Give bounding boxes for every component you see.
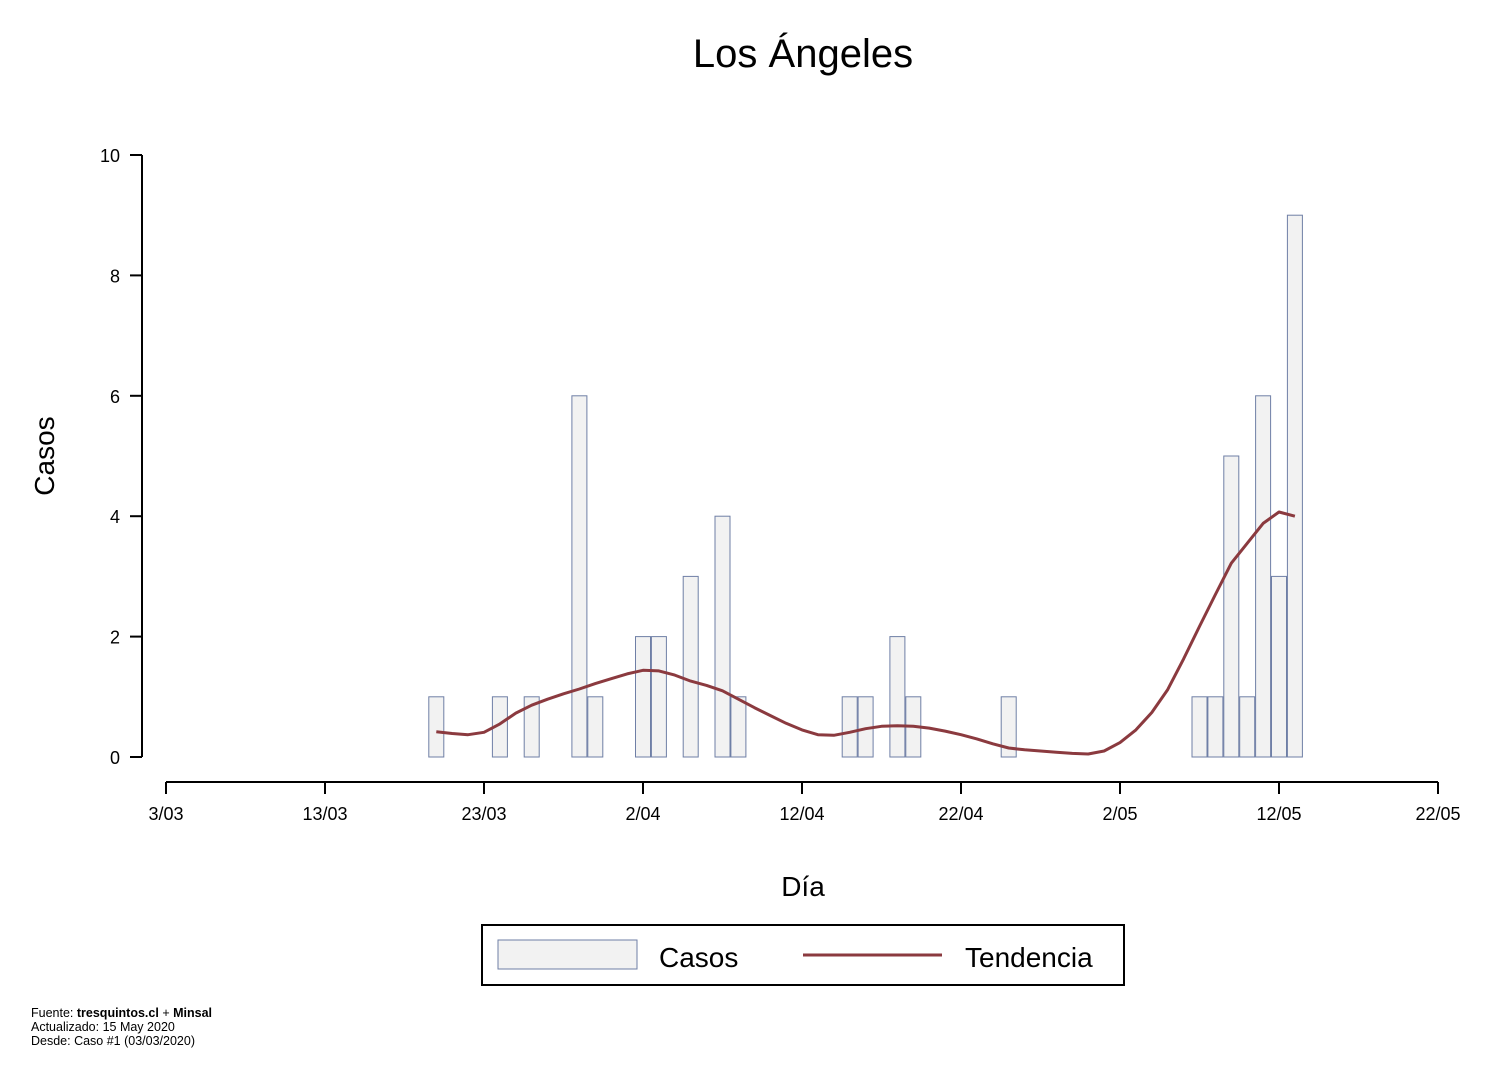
footer-source-join: + (158, 1006, 174, 1020)
bar (428, 696, 445, 758)
bar (889, 636, 906, 758)
footer-source: Fuente: tresquintos.cl + Minsal (31, 1006, 212, 1020)
tendencia-line-group (436, 510, 1296, 756)
bar (635, 636, 651, 758)
bar (682, 575, 699, 758)
x-tick-label: 22/05 (1415, 804, 1460, 824)
y-tick-label: 2 (110, 628, 120, 648)
bar (841, 696, 858, 758)
y-axis: 0 2 4 6 8 10 (100, 146, 143, 768)
bar (1207, 696, 1224, 758)
x-tick-label: 13/03 (302, 804, 347, 824)
x-tick-label: 22/04 (938, 804, 983, 824)
footer-source-org: Minsal (173, 1006, 212, 1020)
tendencia-line (436, 510, 1296, 756)
y-tick-label: 6 (110, 387, 120, 407)
y-tick-label: 4 (110, 507, 120, 527)
x-axis-label: Día (781, 871, 825, 902)
footer-notes: Fuente: tresquintos.cl + Minsal Actualiz… (31, 1006, 212, 1048)
legend-label-casos: Casos (659, 942, 738, 973)
legend-label-tendencia: Tendencia (965, 942, 1093, 973)
x-tick-label: 3/03 (148, 804, 183, 824)
bar (1239, 696, 1256, 758)
footer-source-site: tresquintos.cl (76, 1006, 159, 1020)
bar (1255, 395, 1272, 758)
bar (714, 515, 731, 758)
footer-updated: Actualizado: 15 May 2020 (31, 1020, 175, 1034)
chart-title: Los Ángeles (693, 31, 913, 76)
y-tick-label: 0 (110, 748, 120, 768)
footer-since: Desde: Caso #1 (03/03/2020) (31, 1034, 195, 1048)
bar (1000, 696, 1017, 758)
bar (571, 395, 588, 758)
x-tick-label: 2/05 (1102, 804, 1137, 824)
bar (730, 696, 747, 758)
x-tick-label: 12/04 (779, 804, 824, 824)
casos-bars (428, 214, 1303, 758)
bar (587, 696, 604, 758)
x-tick-label: 23/03 (461, 804, 506, 824)
y-tick-label: 8 (110, 266, 120, 286)
bar (523, 696, 540, 758)
y-axis-label: Casos (29, 416, 60, 495)
x-tick-label: 12/05 (1256, 804, 1301, 824)
bar (1191, 696, 1208, 758)
legend-swatch-casos (497, 939, 638, 970)
y-tick-label: 10 (100, 146, 120, 166)
legend: Casos Tendencia (481, 924, 1125, 986)
footer-source-prefix: Fuente: (31, 1006, 77, 1020)
bar (650, 636, 667, 758)
x-tick-label: 2/04 (625, 804, 660, 824)
bar (1271, 575, 1287, 758)
x-axis: 3/03 13/03 23/03 2/04 12/04 22/04 2/05 12/05 22/… (148, 781, 1461, 824)
bar (1223, 455, 1240, 758)
bar (1286, 214, 1303, 758)
